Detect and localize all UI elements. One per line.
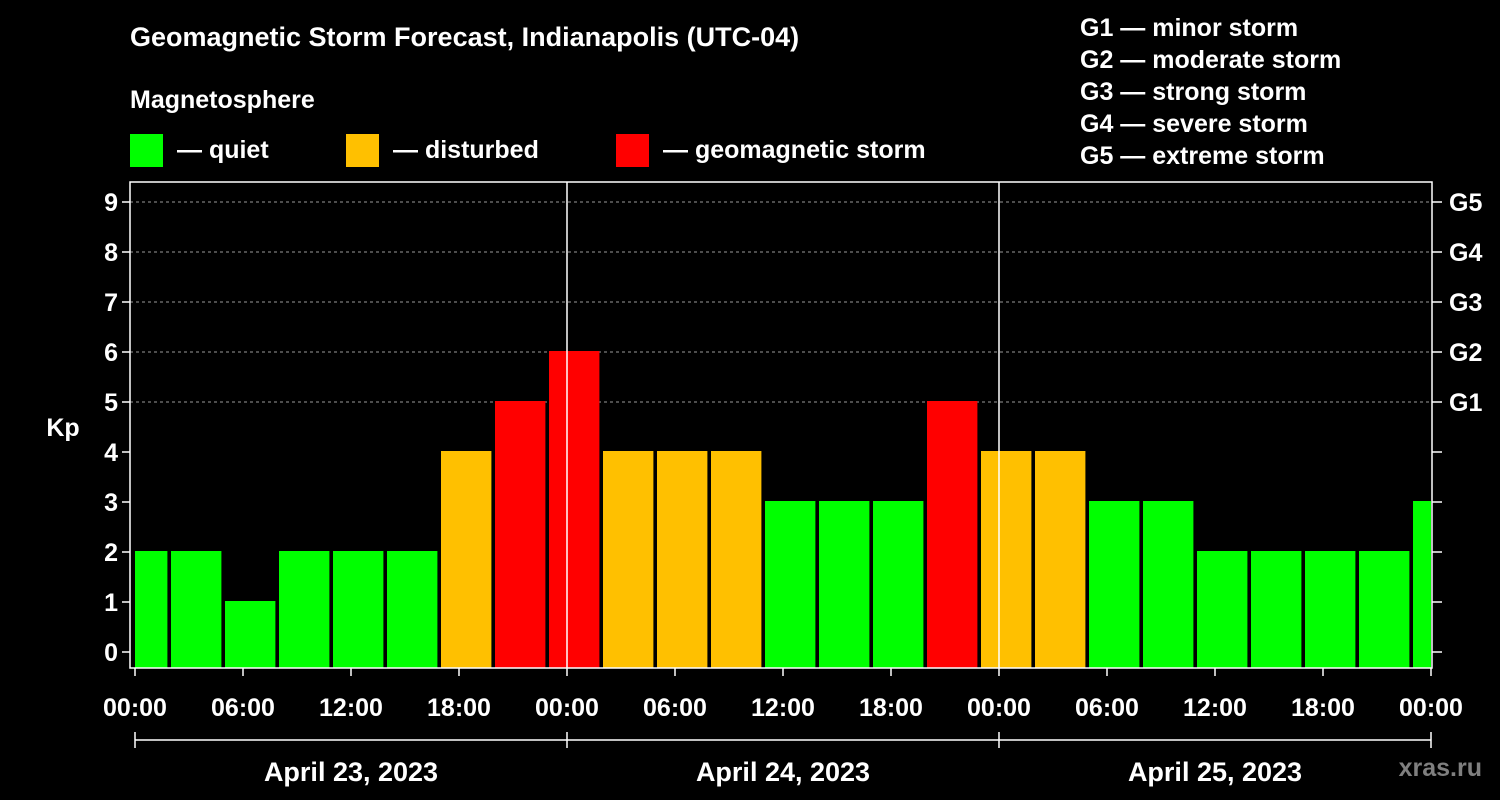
y-tick-label: 4 xyxy=(104,439,118,467)
bar-quiet xyxy=(171,551,222,668)
legend-swatch-storm xyxy=(616,133,649,167)
legend-label-quiet: — quiet xyxy=(177,135,269,164)
legend-swatch-quiet xyxy=(130,133,163,167)
x-tick-label: 12:00 xyxy=(1183,694,1247,722)
bar-quiet xyxy=(1089,501,1140,668)
y-tick-label: 9 xyxy=(104,189,118,217)
bar-quiet xyxy=(279,551,330,668)
bar-quiet xyxy=(387,551,438,668)
bar-storm xyxy=(549,351,600,668)
x-tick-label: 06:00 xyxy=(211,694,275,722)
bar-quiet xyxy=(1305,551,1356,668)
day-label: April 24, 2023 xyxy=(696,757,870,787)
bar-quiet xyxy=(333,551,384,668)
bar-quiet xyxy=(819,501,870,668)
right-tick-label-g4: G4 xyxy=(1449,239,1482,267)
storm-level-g4: G4 — severe storm xyxy=(1080,110,1308,138)
x-tick-label: 18:00 xyxy=(427,694,491,722)
chart-subtitle: Magnetosphere xyxy=(130,86,315,114)
bar-storm xyxy=(495,401,546,668)
right-tick-label-g5: G5 xyxy=(1449,189,1482,217)
bar-quiet xyxy=(1359,551,1410,668)
y-tick-label: 0 xyxy=(104,639,118,667)
bar-disturbed xyxy=(1035,451,1086,668)
x-tick-label: 06:00 xyxy=(643,694,707,722)
day-label: April 25, 2023 xyxy=(1128,757,1302,787)
right-tick-label-g2: G2 xyxy=(1449,339,1482,367)
x-tick-label: 12:00 xyxy=(751,694,815,722)
storm-level-g2: G2 — moderate storm xyxy=(1080,46,1342,74)
y-tick-label: 2 xyxy=(104,539,118,567)
x-tick-label: 12:00 xyxy=(319,694,383,722)
plot-frame xyxy=(129,181,1433,669)
bar-disturbed xyxy=(981,451,1032,668)
bar-quiet xyxy=(1251,551,1302,668)
chart-title: Geomagnetic Storm Forecast, Indianapolis… xyxy=(130,22,800,52)
bar-disturbed xyxy=(603,451,654,668)
y-tick-label: 6 xyxy=(104,339,118,367)
bar-quiet xyxy=(1413,501,1431,668)
storm-level-g5: G5 — extreme storm xyxy=(1080,142,1325,170)
x-tick-label: 00:00 xyxy=(1399,694,1463,722)
x-tick-label: 18:00 xyxy=(1291,694,1355,722)
legend-item-disturbed: — disturbed xyxy=(346,133,539,167)
bar-quiet xyxy=(1143,501,1194,668)
bar-quiet xyxy=(765,501,816,668)
right-tick-label-g1: G1 xyxy=(1449,389,1482,417)
y-axis-label: Kp xyxy=(46,414,79,442)
y-tick-label: 1 xyxy=(104,589,118,617)
bar-disturbed xyxy=(657,451,708,668)
bar-quiet xyxy=(1197,551,1248,668)
x-tick-label: 06:00 xyxy=(1075,694,1139,722)
legend-item-quiet: — quiet xyxy=(130,133,269,167)
day-label: April 23, 2023 xyxy=(264,757,438,787)
storm-level-g3: G3 — strong storm xyxy=(1080,78,1307,106)
x-tick-label: 18:00 xyxy=(859,694,923,722)
storm-level-g1: G1 — minor storm xyxy=(1080,14,1299,42)
y-tick-label: 7 xyxy=(104,289,118,317)
bar-quiet xyxy=(873,501,924,668)
y-tick-label: 8 xyxy=(104,239,118,267)
legend-swatch-disturbed xyxy=(346,133,379,167)
y-tick-label: 5 xyxy=(104,389,118,417)
bar-disturbed xyxy=(711,451,762,668)
bar-storm xyxy=(927,401,978,668)
bar-quiet xyxy=(135,551,168,668)
x-tick-label: 00:00 xyxy=(535,694,599,722)
legend-label-storm: — geomagnetic storm xyxy=(663,135,926,164)
legend-item-storm: — geomagnetic storm xyxy=(616,133,926,167)
right-tick-label-g3: G3 xyxy=(1449,289,1482,317)
bar-quiet xyxy=(225,601,276,668)
x-tick-label: 00:00 xyxy=(103,694,167,722)
legend-label-disturbed: — disturbed xyxy=(393,135,539,164)
x-tick-label: 00:00 xyxy=(967,694,1031,722)
bar-disturbed xyxy=(441,451,492,668)
y-tick-label: 3 xyxy=(104,489,118,517)
watermark: xras.ru xyxy=(1398,754,1482,782)
storm-level-list: G1 — minor storm G2 — moderate storm G3 … xyxy=(1080,12,1341,172)
